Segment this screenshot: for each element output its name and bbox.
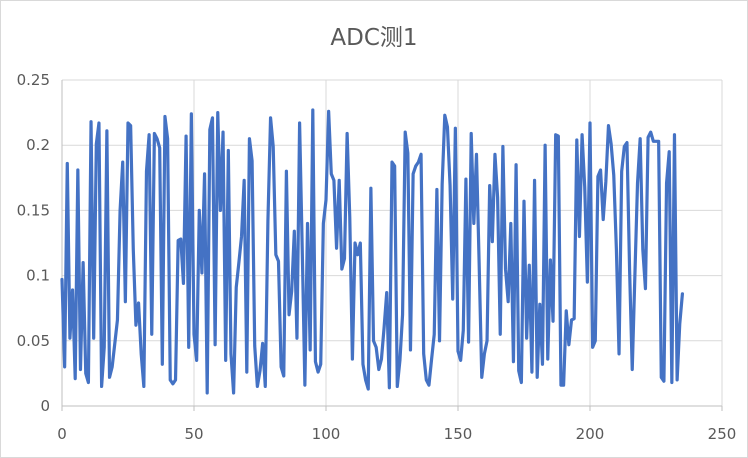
y-tick-label: 0.05 [17, 332, 50, 350]
chart-title: ADC测1 [330, 25, 418, 51]
y-tick-label: 0.15 [17, 201, 50, 219]
axes [61, 80, 723, 411]
x-tick-label: 250 [708, 425, 737, 443]
y-tick-label: 0.2 [26, 136, 50, 154]
x-tick-label: 200 [576, 425, 605, 443]
x-tick-label: 0 [57, 425, 67, 443]
series-line [60, 108, 685, 395]
x-tick-label: 50 [184, 425, 203, 443]
x-tick-label: 100 [312, 425, 341, 443]
y-tick-label: 0.25 [17, 71, 50, 89]
x-tick-labels: 0 50 100 150 200 250 [57, 425, 736, 443]
series-layer [60, 108, 685, 395]
y-tick-label: 0.1 [26, 267, 50, 285]
y-tick-labels: 0 0.05 0.1 0.15 0.2 0.25 [17, 71, 50, 415]
x-tick-label: 150 [444, 425, 473, 443]
y-tick-label: 0 [40, 397, 50, 415]
